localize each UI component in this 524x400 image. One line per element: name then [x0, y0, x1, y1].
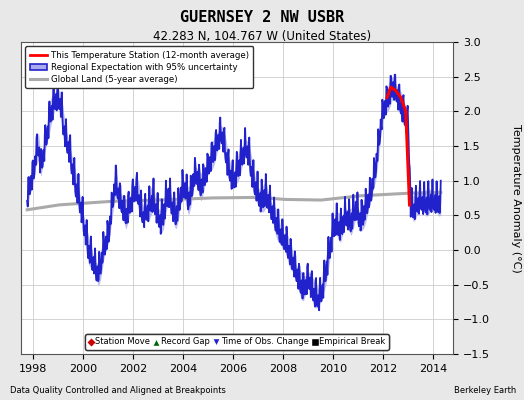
- Text: Data Quality Controlled and Aligned at Breakpoints: Data Quality Controlled and Aligned at B…: [10, 386, 226, 395]
- Text: GUERNSEY 2 NW USBR: GUERNSEY 2 NW USBR: [180, 10, 344, 25]
- Text: 42.283 N, 104.767 W (United States): 42.283 N, 104.767 W (United States): [153, 30, 371, 43]
- Y-axis label: Temperature Anomaly (°C): Temperature Anomaly (°C): [511, 124, 521, 272]
- Legend: Station Move, Record Gap, Time of Obs. Change, Empirical Break: Station Move, Record Gap, Time of Obs. C…: [85, 334, 389, 350]
- Text: Berkeley Earth: Berkeley Earth: [454, 386, 516, 395]
